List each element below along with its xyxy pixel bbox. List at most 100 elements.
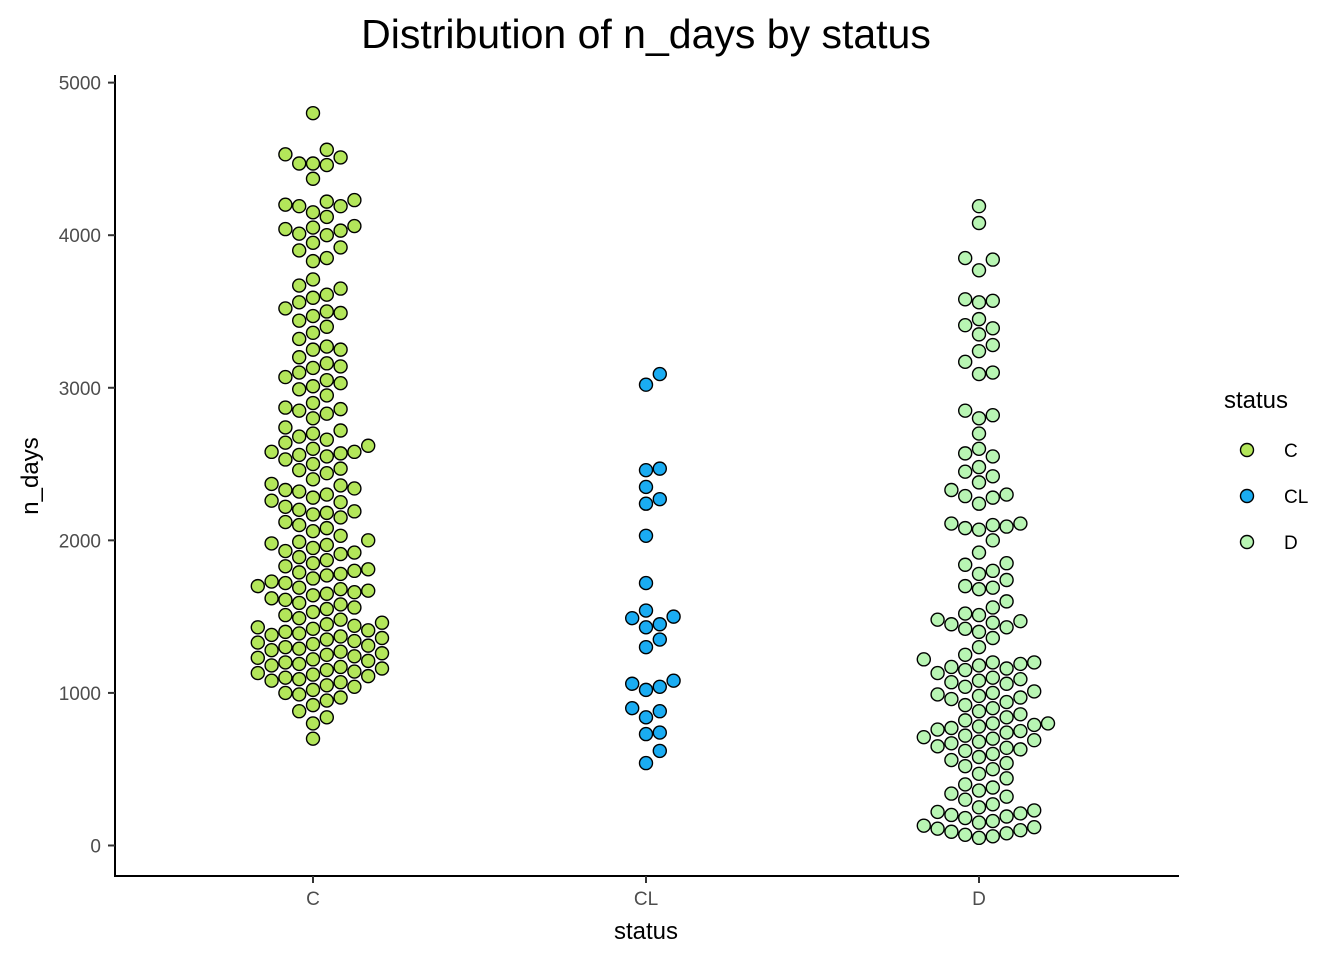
data-point-c (347, 585, 362, 600)
data-point-c (305, 411, 321, 426)
data-point-d (958, 520, 973, 536)
data-point-c (305, 253, 321, 269)
data-point-d (985, 321, 1000, 336)
data-point-c (278, 482, 293, 498)
data-point-c (264, 493, 279, 508)
data-point-d (958, 557, 973, 572)
data-point-d (930, 821, 945, 836)
data-point-d (958, 292, 973, 307)
data-point-c (292, 610, 307, 626)
data-point-cl (638, 479, 654, 495)
data-point-cl (638, 496, 654, 511)
y-axis-title: n_days (17, 437, 44, 514)
data-point-c (333, 478, 348, 493)
data-point-d (1013, 656, 1028, 672)
data-point-c (333, 359, 348, 374)
data-point-c (292, 626, 307, 641)
legend: status C CL D (1224, 387, 1308, 554)
data-point-c (333, 342, 348, 357)
data-point-c (319, 710, 334, 725)
points-layer (250, 105, 1056, 846)
y-tick-label: 4000 (59, 226, 101, 247)
data-point-c (278, 452, 293, 467)
data-point-d (985, 517, 1000, 533)
data-point-d (944, 824, 959, 839)
data-point-c (319, 287, 334, 302)
x-tick-label: C (306, 889, 320, 910)
data-point-c (319, 537, 334, 553)
y-ticks: 0 1000 2000 3000 4000 5000 (59, 74, 115, 857)
data-point-c (305, 667, 321, 682)
data-point-c (278, 639, 293, 655)
data-point-d (958, 792, 973, 807)
data-point-c (333, 305, 348, 321)
data-point-c (250, 578, 265, 594)
legend-key (1239, 488, 1255, 504)
data-point-d (958, 810, 973, 826)
data-point-d (958, 728, 973, 743)
data-point-c (361, 668, 376, 684)
data-point-cl (638, 603, 654, 618)
data-point-cl (652, 704, 667, 719)
data-point-c (292, 156, 307, 171)
data-point-c (319, 601, 334, 617)
data-point-c (374, 615, 390, 630)
data-point-c (374, 630, 390, 646)
data-point-c (333, 644, 348, 659)
data-point-c (278, 543, 293, 559)
data-point-c (250, 635, 265, 650)
data-point-d (944, 659, 959, 675)
data-point-c (333, 199, 348, 214)
data-point-d (971, 545, 987, 560)
data-point-d (944, 482, 959, 498)
data-point-d (958, 403, 973, 418)
data-point-d (971, 475, 987, 490)
data-point-c (347, 504, 362, 519)
data-point-d (944, 675, 959, 690)
data-point-d (971, 783, 987, 798)
data-point-d (958, 488, 973, 504)
data-point-d (999, 487, 1014, 502)
data-point-c (305, 171, 321, 186)
data-point-cl (652, 461, 667, 476)
data-point-c (250, 665, 265, 681)
data-point-d (971, 624, 987, 640)
data-point-d (985, 563, 1000, 579)
data-point-cl (638, 639, 654, 655)
data-point-c (264, 574, 279, 589)
data-point-c (361, 583, 376, 598)
data-point-c (305, 697, 321, 713)
data-point-cl (638, 710, 654, 725)
data-point-c (319, 520, 334, 536)
data-point-d (985, 600, 1000, 615)
data-point-c (333, 375, 348, 391)
data-point-c (292, 382, 307, 397)
data-point-c (278, 499, 293, 514)
data-point-c (305, 308, 321, 324)
data-point-d (971, 766, 987, 781)
data-point-c (292, 429, 307, 444)
data-point-c (319, 449, 334, 464)
data-point-c (333, 629, 348, 644)
data-point-c (347, 192, 362, 208)
x-tick-label: D (972, 889, 986, 910)
data-point-c (292, 656, 307, 672)
data-point-c (319, 319, 334, 334)
data-point-c (292, 517, 307, 533)
data-point-d (1013, 690, 1028, 705)
data-point-cl (652, 632, 667, 647)
data-point-cl (652, 366, 667, 382)
data-point-c (278, 400, 293, 415)
data-point-c (347, 218, 362, 234)
data-point-d (985, 408, 1000, 423)
data-point-d (999, 572, 1014, 588)
chart-title: Distribution of n_days by status (361, 11, 931, 57)
data-point-c (305, 588, 321, 603)
data-point-c (333, 690, 348, 705)
data-point-d (930, 687, 945, 702)
data-point-d (985, 829, 1000, 844)
data-point-d (985, 746, 1000, 762)
data-point-d (944, 516, 959, 531)
data-point-c (278, 221, 293, 237)
